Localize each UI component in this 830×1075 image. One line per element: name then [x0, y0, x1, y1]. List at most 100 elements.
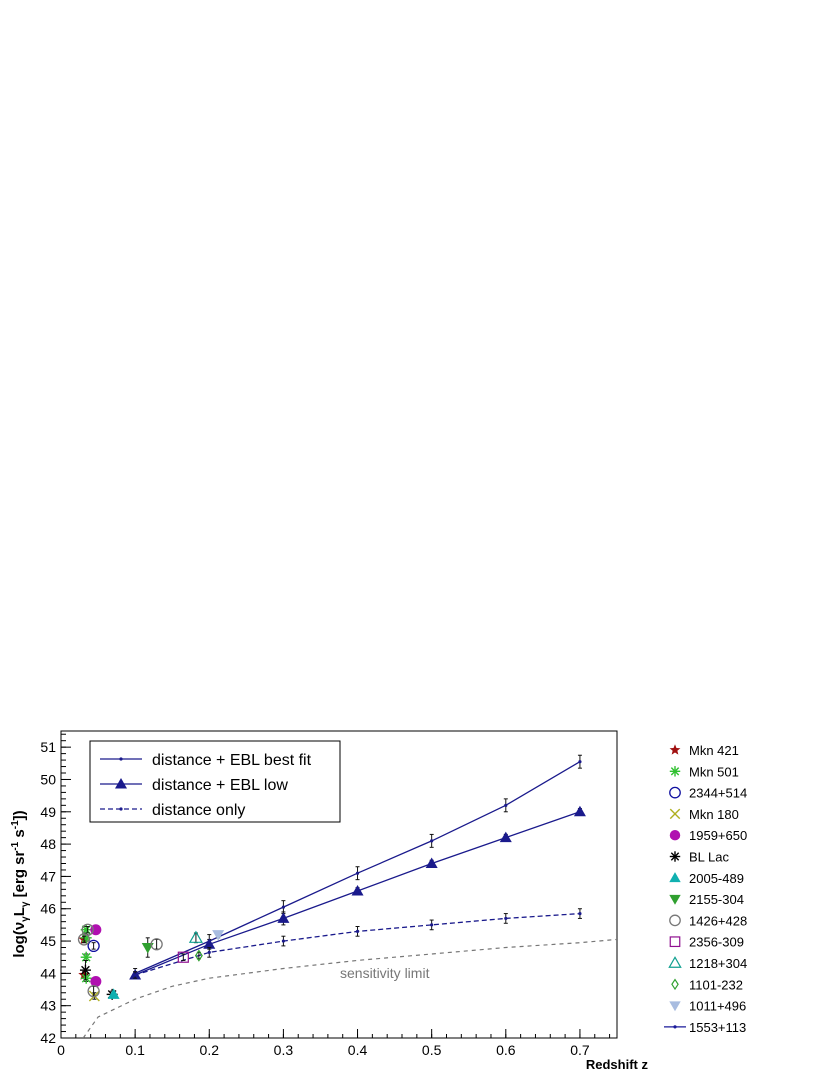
ylabel-sup1: -1	[10, 841, 21, 850]
y-tick-label: 43	[40, 998, 56, 1014]
legend-swatch-marker	[119, 757, 123, 761]
2155-304-point	[141, 943, 154, 954]
y-tick-label: 49	[40, 804, 56, 820]
y-tick-label: 47	[40, 868, 56, 884]
y-tick-label: 42	[40, 1030, 56, 1046]
side-legend-label: 1959+650	[689, 828, 747, 843]
y-axis: 42 43 44 45 46 47 48 49 50 51	[40, 733, 71, 1046]
mkn-501-point	[80, 972, 92, 984]
ebl_low-point	[425, 857, 438, 868]
side-legend-label: 2356-309	[689, 935, 744, 950]
side-legend-label: Mkn 501	[689, 764, 739, 779]
side-legend-swatch	[669, 872, 681, 883]
side-legend-swatch	[669, 786, 681, 799]
2356-309-point	[177, 951, 189, 963]
x-tick-label: 0.2	[200, 1042, 220, 1058]
ylabel-mid2: s	[11, 829, 28, 842]
legend-box: distance + EBL best fit distance + EBL lo…	[89, 740, 341, 823]
ylabel-mid: L	[11, 907, 28, 916]
legend-swatch-marker	[119, 807, 123, 811]
side-legend-label: 1553+113	[689, 1020, 746, 1035]
ebl_low-point	[499, 831, 512, 843]
distance_only-point	[430, 923, 434, 927]
side-legend-label: 2155-304	[689, 892, 744, 907]
y-tick-label: 51	[40, 739, 56, 755]
ebl_low-point	[203, 938, 216, 949]
bl-lac-point	[79, 964, 91, 976]
distance_only-point	[281, 939, 285, 943]
y-tick-label: 45	[40, 933, 56, 949]
y-tick-label: 48	[40, 836, 56, 852]
x-tick-label: 0.7	[570, 1042, 590, 1058]
mkn-501-point	[80, 951, 92, 963]
1218-304-point	[188, 930, 203, 943]
side-legend-swatch	[673, 1025, 677, 1029]
ylabel-main: log(ν	[11, 922, 28, 958]
x-tick-label: 0.3	[274, 1042, 294, 1058]
x-axis: 0 0.1 0.2 0.3 0.4 0.5 0.6 0.7	[57, 1029, 611, 1058]
sensitivity-limit-curve	[82, 938, 617, 1038]
ebl_low-point	[277, 912, 290, 923]
1101-232-point	[194, 949, 203, 962]
distance_only-point	[504, 916, 508, 921]
side-legend-label: 1426+428	[689, 913, 747, 928]
data-points	[77, 754, 586, 1002]
best_fit-point	[355, 871, 360, 875]
plot-frame	[60, 730, 618, 1039]
mkn-421-point	[78, 968, 90, 980]
2005-489-point	[107, 988, 120, 999]
distance_only-point	[207, 950, 211, 954]
1011-496-point	[212, 930, 225, 941]
side-legend-swatch	[669, 1001, 681, 1012]
side-legend-label: BL Lac	[689, 850, 729, 865]
y-tick-label: 44	[40, 965, 56, 981]
side-legend-swatch	[669, 808, 681, 820]
legend-swatch-marker	[115, 778, 127, 789]
ylabel-end: ])	[11, 810, 28, 820]
1959-650-point	[90, 975, 102, 987]
y-axis-title: log(νγLγ [erg sr-1 s-1])	[10, 810, 31, 957]
ylabel-sup2: -1	[10, 820, 21, 829]
sensitivity-limit-label: sensitivity limit	[340, 965, 430, 981]
ebl_low-point	[351, 884, 364, 896]
2344-514-point	[87, 939, 100, 953]
legend-label: distance + EBL low	[152, 777, 288, 794]
side-legend-label: 1218+304	[689, 956, 747, 971]
x-axis-title: Redshift z	[586, 1057, 649, 1072]
svg-text:log(νγLγ [erg sr-1 s-1]): log(νγLγ [erg sr-1 s-1])	[10, 810, 31, 957]
best_fit-point	[504, 803, 508, 807]
side-legend-swatch	[669, 914, 681, 927]
source-legend: Mkn 421 Mkn 501 2344+514 Mkn 180 1959+650 BL …	[664, 743, 747, 1035]
distance_only-point	[133, 973, 137, 977]
1426-428-point	[87, 984, 100, 998]
x-tick-label: 0.1	[125, 1042, 145, 1058]
y-tick-label: 50	[40, 771, 56, 787]
ylabel-sub2: γ	[20, 901, 31, 907]
x-tick-label: 0.4	[348, 1042, 368, 1058]
y-tick-label: 46	[40, 901, 56, 917]
side-legend-swatch	[669, 744, 681, 755]
x-tick-label: 0.5	[422, 1042, 442, 1058]
ylabel-unit: [erg sr	[11, 851, 28, 902]
legend-label: distance only	[152, 802, 245, 819]
legend-label: distance + EBL best fit	[152, 752, 312, 769]
side-legend-swatch	[669, 851, 681, 862]
side-legend-swatch	[669, 766, 681, 777]
legend-frame	[89, 740, 341, 823]
side-legend-swatch	[669, 894, 681, 905]
distance_only-point	[578, 911, 582, 916]
side-legend-swatch	[669, 936, 681, 948]
side-legend-label: 1101-232	[689, 977, 743, 992]
side-legend-label: Mkn 421	[689, 743, 739, 758]
side-legend-swatch	[668, 956, 682, 968]
side-legend-label: 1011+496	[689, 999, 746, 1014]
side-legend-label: 2344+514	[689, 786, 747, 801]
x-tick-label: 0	[57, 1042, 65, 1058]
best_fit-point	[578, 760, 582, 764]
1426-428-point	[150, 938, 163, 951]
best_fit-point	[281, 905, 285, 909]
side-legend-swatch	[669, 829, 681, 841]
1426-428-point	[81, 923, 94, 936]
best_fit-point	[430, 839, 434, 843]
